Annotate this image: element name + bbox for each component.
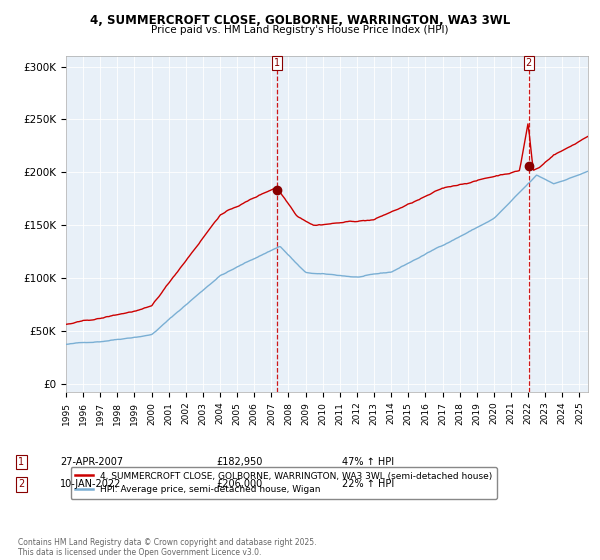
Text: Price paid vs. HM Land Registry's House Price Index (HPI): Price paid vs. HM Land Registry's House … [151, 25, 449, 35]
Text: 2: 2 [18, 479, 24, 489]
Text: 22% ↑ HPI: 22% ↑ HPI [342, 479, 394, 489]
Text: 10-JAN-2022: 10-JAN-2022 [60, 479, 121, 489]
Text: Contains HM Land Registry data © Crown copyright and database right 2025.
This d: Contains HM Land Registry data © Crown c… [18, 538, 317, 557]
Text: £206,000: £206,000 [216, 479, 262, 489]
Legend: 4, SUMMERCROFT CLOSE, GOLBORNE, WARRINGTON, WA3 3WL (semi-detached house), HPI: : 4, SUMMERCROFT CLOSE, GOLBORNE, WARRINGT… [71, 467, 497, 498]
Text: 2: 2 [526, 58, 532, 68]
Text: £182,950: £182,950 [216, 457, 262, 467]
Text: 1: 1 [274, 58, 280, 68]
Text: 47% ↑ HPI: 47% ↑ HPI [342, 457, 394, 467]
Text: 4, SUMMERCROFT CLOSE, GOLBORNE, WARRINGTON, WA3 3WL: 4, SUMMERCROFT CLOSE, GOLBORNE, WARRINGT… [90, 14, 510, 27]
Text: 27-APR-2007: 27-APR-2007 [60, 457, 123, 467]
Text: 1: 1 [18, 457, 24, 467]
